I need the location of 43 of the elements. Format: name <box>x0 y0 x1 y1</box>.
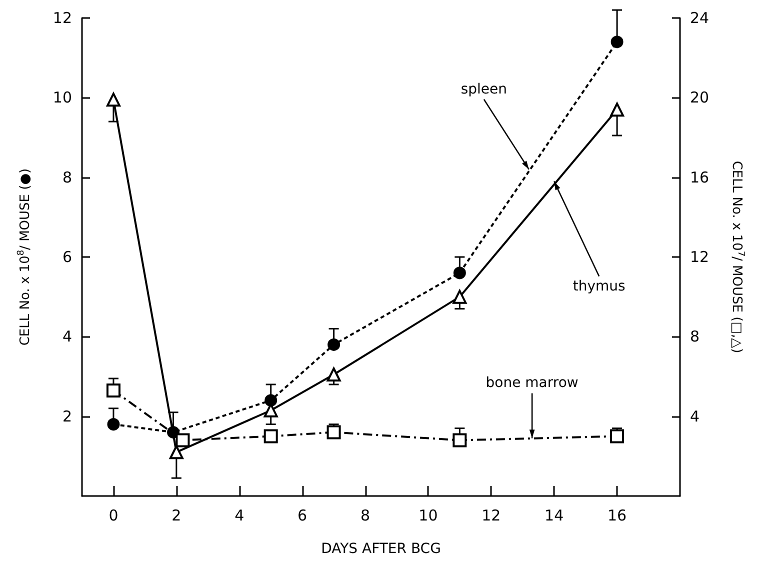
point <box>326 368 341 382</box>
x-tick-label: 10 <box>418 506 438 524</box>
x-tick-label: 4 <box>234 506 244 524</box>
y-tick-label: 4 <box>62 328 72 346</box>
y2-axis-title: CELL No. x 107/ MOUSE (□,△) <box>729 160 746 354</box>
y2-tick-label: 12 <box>690 248 710 266</box>
y2-tick-label: 4 <box>690 407 700 426</box>
point <box>452 433 467 448</box>
y-tick-label: 10 <box>52 88 72 107</box>
y-tick-label: 6 <box>62 248 72 266</box>
x-tick-label: 2 <box>172 506 182 524</box>
y-tick-label: 12 <box>52 9 72 27</box>
y2-tick-label: 8 <box>690 328 700 346</box>
point <box>107 418 120 431</box>
point <box>264 394 278 407</box>
point <box>610 429 624 444</box>
x-tick-label: 0 <box>108 506 118 524</box>
x-tick-label: 8 <box>360 506 370 524</box>
point <box>452 290 467 304</box>
point <box>610 36 624 48</box>
point <box>264 429 278 444</box>
x-tick-label: 12 <box>482 506 501 524</box>
annotation: thymus <box>572 278 626 294</box>
y-tick-label: 2 <box>62 407 72 426</box>
point <box>610 102 624 117</box>
y2-tick-label: 16 <box>690 168 710 186</box>
annotation: spleen <box>460 81 508 98</box>
point <box>326 425 341 440</box>
x-tick-label: 6 <box>298 506 308 524</box>
point <box>106 383 120 398</box>
y2-tick-label: 24 <box>690 9 710 27</box>
point <box>328 338 340 351</box>
x-tick-label: 14 <box>544 506 564 524</box>
y-axis-title: CELL No. x 108/ MOUSE (●) <box>16 168 33 346</box>
point <box>169 445 184 460</box>
point <box>453 266 466 280</box>
x-tick-label: 16 <box>608 506 627 524</box>
x-axis-title: DAYS AFTER BCG <box>321 541 441 557</box>
point <box>176 433 190 448</box>
point <box>106 92 120 107</box>
annotation: bone marrow <box>486 375 578 392</box>
y-tick-label: 8 <box>62 168 72 186</box>
y2-tick-label: 20 <box>690 88 710 107</box>
